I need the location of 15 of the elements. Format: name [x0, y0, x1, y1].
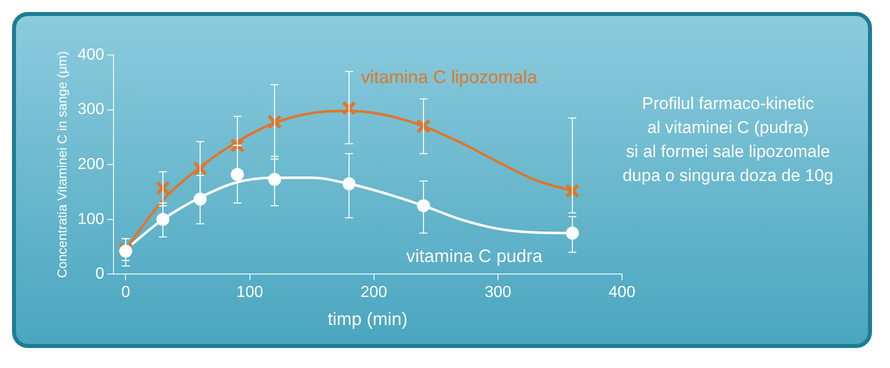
- x-tick-label: 300: [484, 284, 512, 302]
- series-label: vitamina C lipozomala: [361, 67, 538, 88]
- y-tick-label: 0: [95, 266, 104, 283]
- x-tick-label: 200: [360, 284, 388, 302]
- y-tick-label: 200: [78, 156, 104, 174]
- y-tick-label: 400: [78, 46, 104, 64]
- series-label: vitamina C pudra: [406, 246, 544, 266]
- text: Profilul farmaco-kinetic al vitaminei C (pudra) si al formei sale lipozomale dupa o singura doza de 10g: [622, 93, 834, 187]
- y-tick-label: 100: [78, 210, 104, 228]
- x-tick-label: 400: [608, 284, 636, 302]
- x-tick-label: 100: [236, 284, 264, 302]
- y-tick-label: 300: [78, 101, 104, 118]
- y-axis-title: Concentratia Vitaminei C in sange (μm): [54, 51, 70, 278]
- x-axis-title: timp (min): [328, 309, 408, 330]
- x-tick-label: 0: [121, 284, 130, 302]
